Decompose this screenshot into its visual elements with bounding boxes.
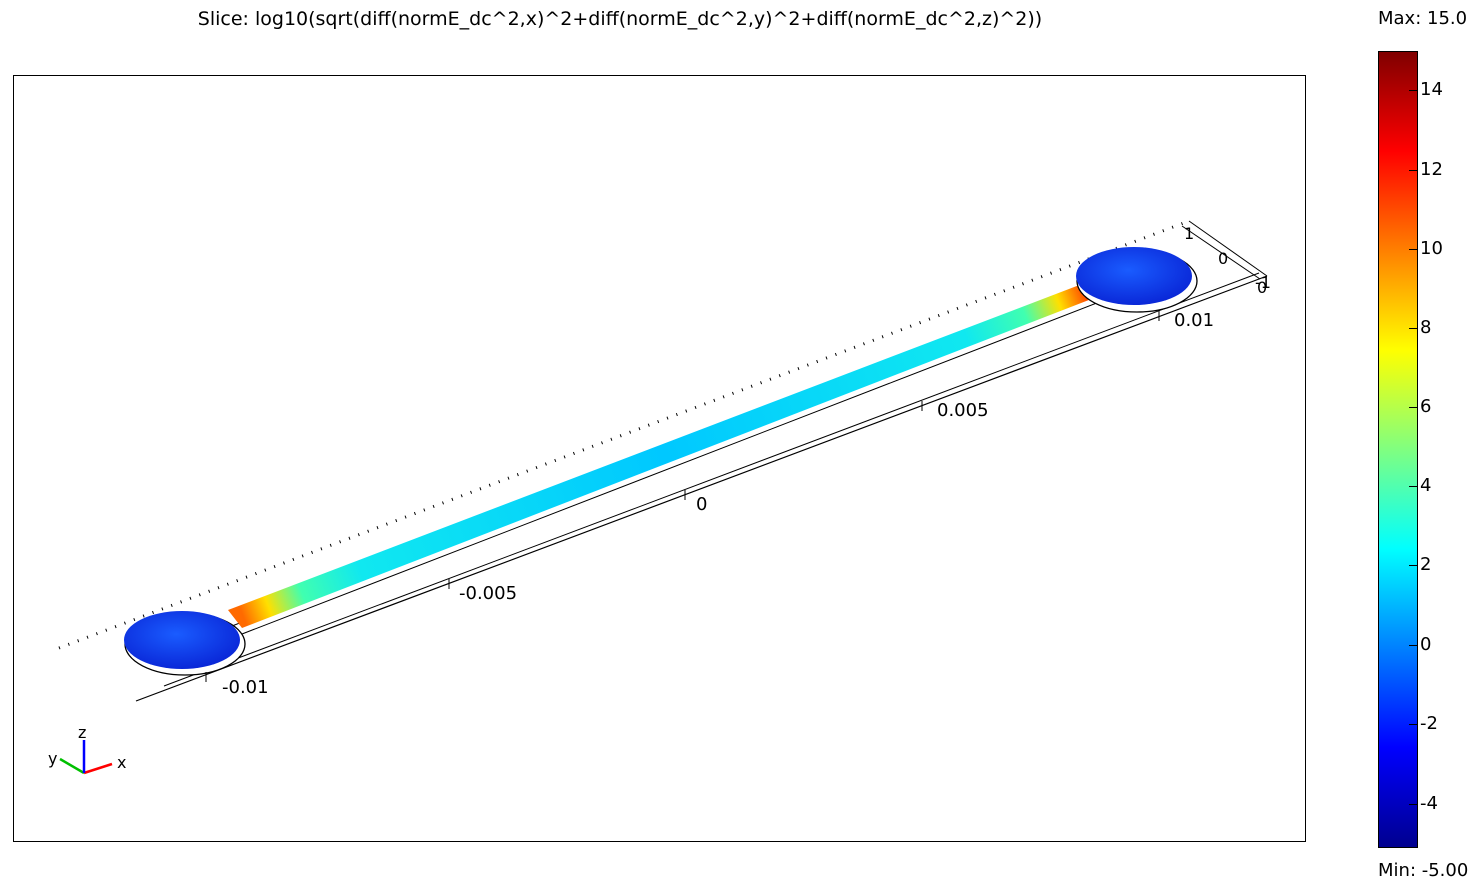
- triad-y-axis: [59, 757, 85, 775]
- colorbar-tick: [1409, 565, 1417, 566]
- plot-title: Slice: log10(sqrt(diff(normE_dc^2,x)^2+d…: [197, 8, 1043, 30]
- x-tick-label-neg0005: -0.005: [459, 583, 517, 604]
- colorbar: [1378, 51, 1418, 848]
- triad-x-label: x: [117, 753, 126, 772]
- front-edge-low: [163, 272, 1260, 687]
- x-tick-label-0005: 0.005: [937, 400, 989, 421]
- colorbar-tick: [1409, 724, 1417, 725]
- slice-plot-3d: -0.01 -0.005 0 0.005 0.01 1 0 0 -1 x y z: [48, 219, 1271, 775]
- back-edge-dotted: [58, 219, 1190, 650]
- front-bottom-edge: [135, 275, 1268, 702]
- colorbar-tick-label: 10: [1420, 238, 1443, 259]
- colorbar-tick: [1409, 645, 1417, 646]
- colorbar-tick: [1409, 249, 1417, 250]
- x-tick-label-neg001: -0.01: [222, 677, 269, 698]
- colorbar-tick-label: 4: [1420, 475, 1432, 496]
- colorbar-tick: [1409, 90, 1417, 91]
- colorbar-tick: [1409, 407, 1417, 408]
- slice-bar: [228, 284, 1094, 628]
- colorbar-tick-label: 0: [1420, 634, 1432, 655]
- z-tick-label-0: 0: [1257, 278, 1267, 297]
- triad-y-label: y: [48, 749, 57, 768]
- axis-end-label: -1: [1255, 273, 1271, 292]
- axis-triad: x y z: [48, 723, 126, 775]
- x-tick-label-001: 0.01: [1174, 310, 1214, 331]
- colorbar-tick-label: -4: [1420, 793, 1438, 814]
- x-tick-label-0: 0: [696, 494, 707, 515]
- colorbar-min-label: Min: -5.00: [1378, 860, 1469, 881]
- right-disc: [1076, 247, 1192, 305]
- colorbar-tick-label: 8: [1420, 317, 1432, 338]
- colorbar-tick-label: 6: [1420, 396, 1432, 417]
- colorbar-tick-label: 2: [1420, 554, 1432, 575]
- colorbar-tick: [1409, 328, 1417, 329]
- right-edge-1: [1188, 220, 1268, 277]
- triad-x-axis: [83, 762, 113, 775]
- left-disc: [124, 611, 240, 669]
- triad-z-label: z: [78, 723, 86, 742]
- colorbar-tick-label: 12: [1420, 159, 1443, 180]
- colorbar-tick: [1409, 486, 1417, 487]
- colorbar-tick-label: 14: [1420, 79, 1443, 100]
- y-tick-label-1: 1: [1184, 224, 1194, 243]
- right-edge-2: [1181, 225, 1261, 280]
- y-tick-label-0: 0: [1218, 249, 1228, 268]
- colorbar-tick: [1409, 170, 1417, 171]
- colorbar-tick: [1409, 804, 1417, 805]
- colorbar-max-label: Max: 15.0: [1378, 8, 1468, 29]
- colorbar-tick-label: -2: [1420, 713, 1438, 734]
- plot-viewport[interactable]: -0.01 -0.005 0 0.005 0.01 1 0 0 -1 x y z: [13, 75, 1306, 842]
